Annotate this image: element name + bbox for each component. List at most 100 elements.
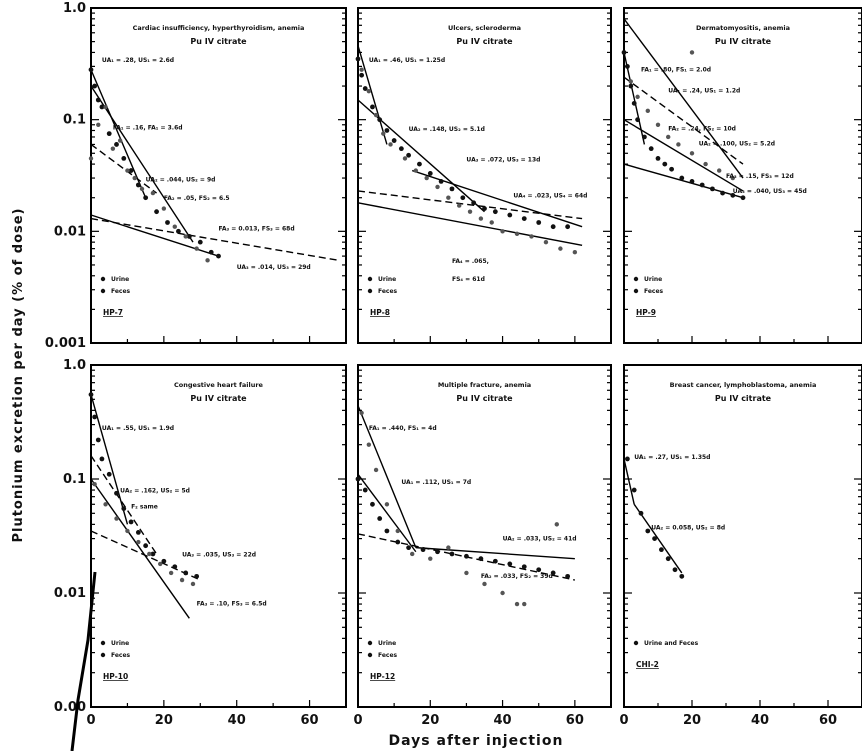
urine-data-point: [550, 224, 556, 230]
legend-marker: [100, 288, 106, 294]
feces-data-point: [500, 590, 505, 596]
urine-data-point: [106, 131, 112, 137]
urine-data-point: [521, 216, 527, 222]
feces-data-point: [689, 50, 695, 55]
fit-annotation: UA₂ = .100, US₂ = 5.2d: [699, 140, 775, 147]
x-tick-label: 0: [353, 713, 362, 728]
fit-line: [90, 455, 158, 555]
urine-data-point: [669, 166, 674, 172]
urine-data-point: [492, 558, 498, 564]
feces-data-point: [446, 195, 451, 200]
fit-line: [623, 18, 744, 179]
urine-data-point: [355, 56, 361, 62]
urine-data-point: [645, 528, 651, 534]
fit-line: [90, 85, 194, 243]
urine-data-point: [689, 179, 695, 184]
urine-data-point: [197, 239, 203, 245]
urine-data-point: [161, 558, 167, 564]
fit-annotation: FA₃ = 0.013, FS₃ = 68d: [219, 225, 295, 232]
urine-data-point: [128, 519, 134, 525]
urine-data-point: [183, 570, 189, 576]
fit-annotation: F₂ same: [131, 504, 158, 511]
urine-data-point: [216, 253, 221, 259]
panel-subtitle: Pu IV citrate: [456, 37, 513, 46]
feces-data-point: [478, 216, 484, 221]
x-tick-label: 40: [228, 713, 246, 728]
feces-data-point: [125, 168, 130, 173]
urine-data-point: [95, 97, 101, 103]
fit-line: [623, 119, 744, 192]
feces-data-point: [410, 551, 415, 557]
urine-data-point: [143, 543, 149, 549]
feces-data-point: [117, 138, 123, 143]
legend-marker: [367, 640, 373, 646]
urine-data-point: [406, 152, 411, 158]
fit-line: [90, 530, 201, 581]
urine-data-point: [478, 556, 484, 562]
urine-data-point: [355, 476, 361, 482]
urine-data-point: [377, 117, 383, 123]
urine-data-point: [172, 564, 178, 570]
x-tick-label: 0: [619, 713, 628, 728]
urine-data-point: [642, 134, 647, 140]
legend-label: Urine: [644, 276, 662, 283]
feces-data-point: [183, 234, 188, 239]
feces-data-point: [381, 131, 386, 136]
fit-line: [623, 458, 635, 505]
panel-subtitle: Pu IV citrate: [190, 37, 247, 46]
fit-annotation: UA₂ = .162, US₂ = 5d: [120, 488, 190, 495]
urine-data-point: [370, 104, 375, 110]
fit-line: [623, 76, 744, 165]
urine-data-point: [420, 547, 426, 553]
feces-data-point: [402, 156, 408, 161]
legend-label: Urine: [111, 640, 129, 647]
feces-data-point: [125, 528, 130, 534]
feces-data-point: [717, 168, 722, 173]
x-tick-label: 40: [751, 713, 769, 728]
feces-data-point: [161, 206, 167, 211]
panel-frame: [623, 364, 862, 708]
panels-group: Cardiac insufficiency, hyperthyroidism, …: [88, 7, 862, 708]
legend-marker: [100, 640, 106, 646]
feces-data-point: [428, 556, 433, 561]
panel-subtitle: Pu IV citrate: [190, 394, 247, 403]
urine-data-point: [427, 171, 433, 176]
urine-data-point: [135, 182, 141, 188]
urine-data-point: [536, 220, 542, 225]
feces-data-point: [366, 88, 372, 94]
feces-data-point: [190, 581, 196, 587]
urine-data-point: [106, 471, 112, 477]
panel-title: Cardiac insufficiency, hyperthyroidism, …: [133, 24, 305, 32]
fit-annotation: UA₂ = .044, US₂ = 9d: [146, 176, 216, 183]
legend-marker: [100, 652, 106, 658]
urine-data-point: [370, 501, 375, 507]
urine-data-point: [114, 490, 119, 496]
y-tick-label: 0.00: [54, 700, 86, 715]
fit-line: [90, 143, 157, 194]
feces-data-point: [103, 104, 108, 110]
fit-annotation: UA₁ = .28, US₁ = 2.6d: [102, 57, 174, 64]
feces-data-point: [395, 528, 400, 534]
feces-data-point: [205, 258, 210, 263]
panel-chi-2: Breast cancer, lymphoblastoma, anemia Pu …: [623, 364, 862, 708]
fit-annotation: FA₁ = .16, FA₁ = 3.6d: [113, 124, 183, 131]
panel-title: Multiple fracture, anemia: [438, 381, 531, 389]
urine-data-point: [699, 182, 705, 188]
legend-label: Urine and Feces: [644, 640, 699, 647]
fit-annotation: FA₁ = .440, FS₁ = 4d: [369, 425, 437, 432]
urine-data-point: [471, 200, 477, 206]
feces-data-point: [132, 175, 137, 181]
x-tick-label: 0: [86, 713, 95, 728]
urine-data-point: [631, 487, 637, 493]
urine-data-point: [679, 175, 685, 181]
fit-line: [633, 503, 683, 574]
x-tick-label: 20: [683, 713, 701, 728]
legend-label: Urine: [111, 276, 129, 283]
urine-data-point: [565, 573, 571, 579]
x-axis-label: Days after injection: [389, 733, 564, 749]
feces-data-point: [676, 142, 681, 147]
feces-data-point: [514, 601, 520, 607]
urine-data-point: [406, 545, 411, 551]
urine-data-point: [194, 573, 200, 579]
urine-data-point: [638, 510, 644, 516]
